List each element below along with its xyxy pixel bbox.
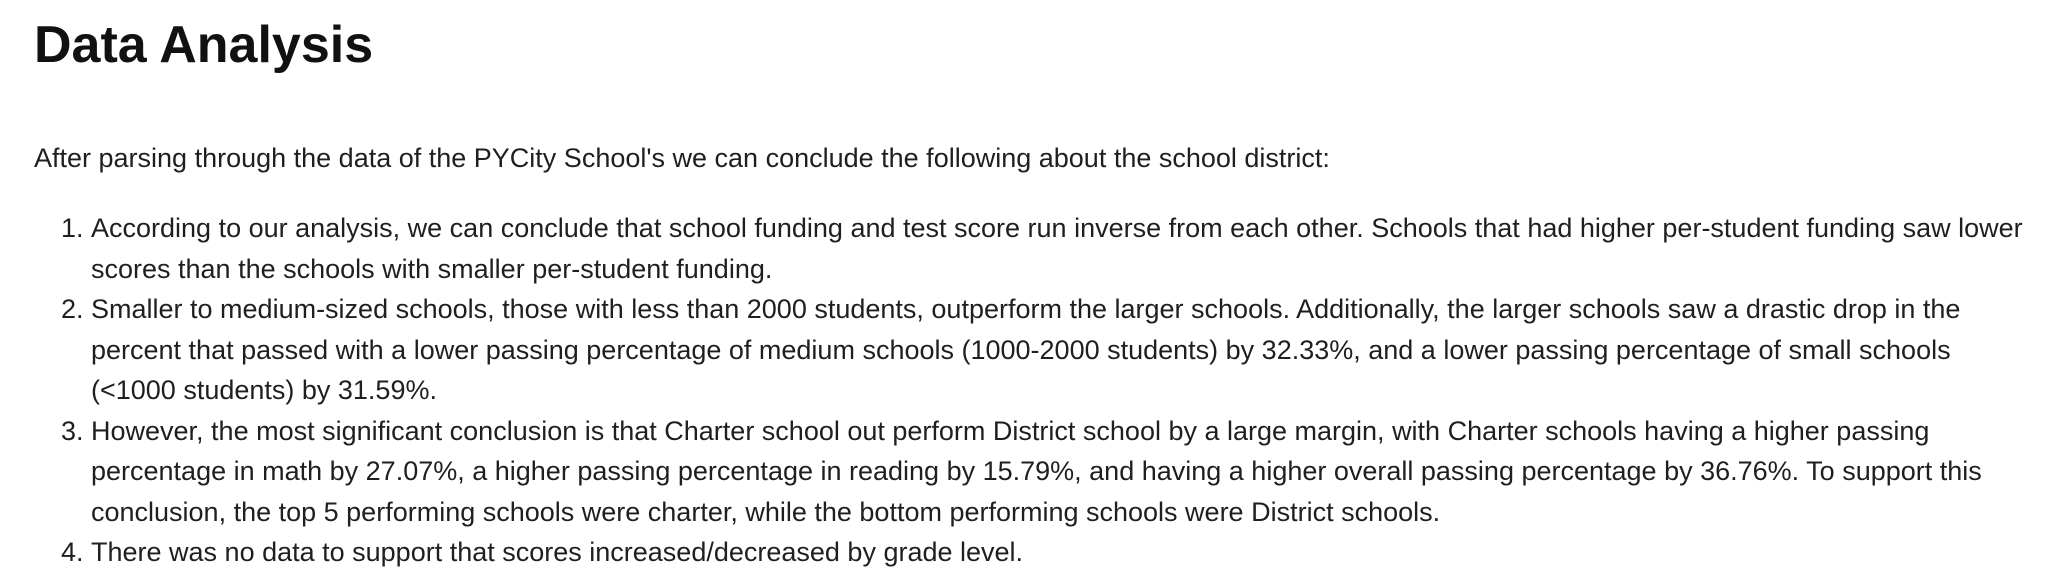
findings-list: According to our analysis, we can conclu… xyxy=(34,208,2024,573)
finding-item: Smaller to medium-sized schools, those w… xyxy=(91,289,2024,411)
finding-item: According to our analysis, we can conclu… xyxy=(91,208,2024,289)
intro-paragraph: After parsing through the data of the PY… xyxy=(34,143,1330,173)
finding-item: There was no data to support that scores… xyxy=(91,532,2024,573)
finding-item: However, the most significant conclusion… xyxy=(91,411,2024,533)
page-title: Data Analysis xyxy=(34,16,374,74)
